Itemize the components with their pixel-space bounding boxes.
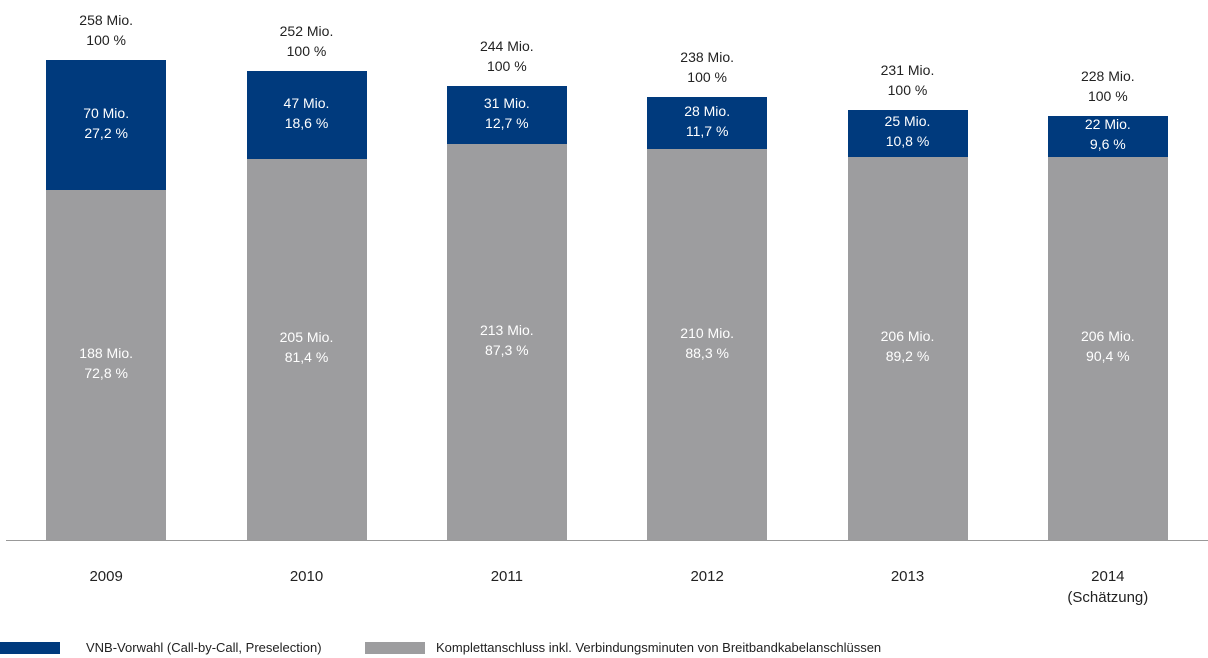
bar-segment [446, 143, 567, 540]
share-label: 81,4 % [284, 349, 329, 366]
x-tick-label: 2010 [289, 568, 324, 585]
bar-segment [46, 190, 167, 540]
x-tick-label: 2012 [690, 568, 724, 585]
total-share-label: 100 % [486, 58, 527, 75]
total-label: 228 Mio. [1080, 67, 1135, 84]
share-label: 72,8 % [84, 365, 128, 382]
bar-segment [1047, 156, 1168, 540]
bar-segment [446, 86, 567, 144]
share-label: 87,3 % [485, 341, 529, 358]
total-share-label: 100 % [1087, 87, 1128, 104]
bar-segment [46, 60, 167, 191]
total-share-label: 100 % [687, 69, 727, 86]
x-tick-label: 2011 [490, 568, 523, 585]
share-label: 10,8 % [885, 133, 930, 150]
value-label: 31 Mio. [483, 94, 530, 111]
value-label: 206 Mio. [880, 328, 935, 345]
value-label: 22 Mio. [1084, 116, 1131, 133]
total-label: 244 Mio. [479, 38, 534, 55]
value-label: 70 Mio. [83, 105, 130, 122]
value-label: 206 Mio. [1080, 328, 1135, 345]
bar-segment [847, 110, 968, 157]
value-label: 47 Mio. [283, 94, 330, 111]
baseline [6, 540, 1208, 541]
share-label: 90,4 % [1086, 348, 1130, 365]
x-tick-label: 2009 [89, 568, 123, 585]
share-label: 12,7 % [485, 114, 529, 131]
total-share-label: 100 % [86, 32, 126, 48]
share-label: 88,3 % [685, 344, 729, 361]
total-label: 258 Mio. [79, 12, 133, 28]
value-label: 188 Mio. [79, 345, 133, 362]
total-share-label: 100 % [286, 43, 327, 60]
bar-segment [647, 149, 768, 540]
total-label: 231 Mio. [880, 62, 935, 79]
bar-segment [1047, 115, 1168, 157]
value-label: 213 Mio. [479, 321, 534, 338]
share-label: 11,7 % [685, 123, 729, 140]
share-label: 18,6 % [284, 114, 329, 131]
bar-segment [647, 97, 768, 150]
share-label: 89,2 % [885, 348, 930, 365]
legend-swatch [365, 642, 425, 654]
legend-label: VNB-Vorwahl (Call-by-Call, Preselection) [86, 640, 322, 655]
value-label: 25 Mio. [884, 113, 931, 130]
share-label: 9,6 % [1089, 136, 1126, 153]
legend-swatch [0, 642, 60, 654]
total-label: 238 Mio. [680, 49, 734, 66]
x-tick-label: 2014 (Schätzung) [1067, 568, 1149, 606]
total-label: 252 Mio. [279, 23, 334, 40]
value-label: 205 Mio. [279, 329, 334, 346]
value-label: 210 Mio. [680, 324, 734, 341]
legend-label: Komplettanschluss inkl. Verbindungsminut… [436, 640, 882, 655]
bar-segment [847, 156, 968, 540]
bar-segment [246, 158, 367, 540]
value-label: 28 Mio. [684, 103, 731, 120]
total-share-label: 100 % [887, 82, 928, 99]
share-label: 27,2 % [84, 125, 128, 142]
bar-segment [246, 71, 367, 159]
x-tick-label: 2013 [890, 568, 925, 585]
